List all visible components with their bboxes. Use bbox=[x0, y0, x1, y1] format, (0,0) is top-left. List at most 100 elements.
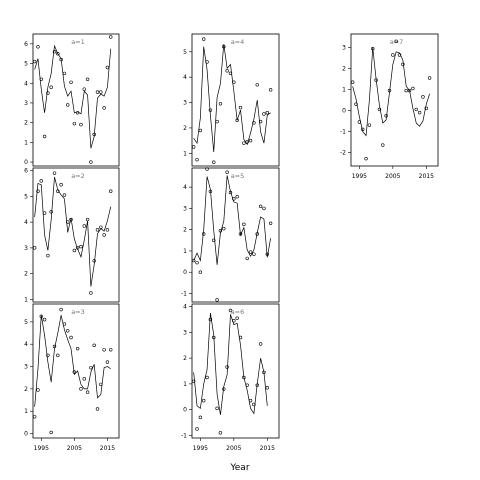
data-point bbox=[245, 383, 249, 387]
data-point bbox=[95, 407, 100, 411]
data-point bbox=[202, 398, 206, 403]
y-tick-label: 4 bbox=[24, 80, 28, 87]
y-tick-label: -1 bbox=[181, 290, 187, 297]
data-point bbox=[105, 228, 110, 232]
data-point bbox=[92, 132, 96, 137]
fit-line bbox=[352, 47, 430, 137]
data-point bbox=[62, 193, 67, 197]
data-point bbox=[361, 127, 365, 132]
data-point bbox=[72, 248, 77, 253]
data-point bbox=[228, 71, 233, 76]
fit-line bbox=[34, 44, 112, 149]
panel-label: a=7 bbox=[390, 38, 404, 46]
data-point bbox=[36, 388, 40, 392]
data-point bbox=[262, 112, 266, 116]
data-point bbox=[75, 111, 80, 115]
panel-label: a=5 bbox=[231, 172, 245, 180]
data-point bbox=[99, 382, 103, 387]
data-point bbox=[109, 35, 113, 39]
data-point bbox=[218, 102, 223, 106]
data-point bbox=[248, 250, 253, 254]
fit-line bbox=[193, 175, 271, 265]
panel-frame bbox=[191, 33, 280, 167]
data-point bbox=[205, 167, 209, 171]
data-point bbox=[394, 39, 398, 44]
data-point bbox=[42, 317, 47, 322]
fit-line bbox=[193, 44, 271, 153]
data-point bbox=[191, 145, 196, 149]
data-point bbox=[417, 110, 422, 115]
data-point bbox=[99, 225, 103, 229]
data-point bbox=[72, 121, 77, 126]
data-point bbox=[191, 258, 196, 263]
data-point bbox=[202, 232, 206, 236]
data-point bbox=[262, 206, 266, 211]
panel-label: a=4 bbox=[231, 38, 245, 46]
data-point bbox=[407, 88, 412, 93]
data-point bbox=[191, 379, 196, 384]
data-point bbox=[79, 122, 83, 127]
data-point bbox=[235, 118, 239, 123]
data-point bbox=[218, 229, 223, 233]
data-point bbox=[42, 211, 47, 215]
x-tick-label: 2005 bbox=[67, 445, 82, 452]
fit-line bbox=[34, 176, 112, 287]
data-point bbox=[95, 228, 100, 232]
data-point bbox=[245, 256, 249, 261]
data-point bbox=[208, 189, 213, 194]
data-point bbox=[36, 189, 40, 193]
x-tick-label: 2005 bbox=[226, 445, 241, 452]
data-point bbox=[52, 50, 57, 54]
data-point bbox=[391, 53, 395, 57]
y-tick-label: 3 bbox=[183, 100, 187, 107]
data-point bbox=[198, 415, 203, 420]
data-point bbox=[92, 343, 96, 348]
data-point bbox=[102, 348, 106, 352]
data-point bbox=[377, 107, 382, 112]
data-point bbox=[36, 45, 40, 49]
data-point bbox=[421, 95, 425, 99]
data-point bbox=[242, 141, 246, 145]
data-point bbox=[69, 217, 73, 222]
data-point bbox=[105, 65, 110, 70]
y-tick-label: 0 bbox=[24, 159, 28, 166]
data-point bbox=[265, 252, 269, 256]
y-tick-label: 3 bbox=[183, 205, 187, 212]
y-tick-label: 2 bbox=[183, 125, 187, 132]
data-point bbox=[228, 308, 233, 313]
panel-3: 0 1 2 3 4 5 1995 2005 2015 a=3 bbox=[24, 303, 120, 452]
panel-frame bbox=[191, 167, 280, 303]
data-point bbox=[232, 197, 236, 201]
y-tick-label: 5 bbox=[24, 193, 28, 200]
x-tick-label: 2015 bbox=[260, 445, 275, 452]
data-point bbox=[205, 60, 209, 64]
data-point bbox=[414, 107, 418, 112]
data-point bbox=[255, 83, 259, 87]
data-point bbox=[109, 189, 113, 193]
y-tick-label: 4 bbox=[24, 341, 28, 348]
data-point bbox=[255, 232, 259, 236]
data-point bbox=[252, 121, 256, 125]
data-point bbox=[59, 183, 63, 187]
data-point bbox=[46, 353, 50, 358]
data-point bbox=[39, 179, 43, 183]
y-tick-label: 2 bbox=[183, 227, 187, 234]
y-tick-label: 0 bbox=[183, 407, 187, 414]
panel-frame bbox=[191, 303, 280, 439]
data-point bbox=[222, 226, 226, 231]
data-point bbox=[397, 53, 402, 57]
y-tick-label: 0 bbox=[183, 269, 187, 276]
y-tick-label: 5 bbox=[24, 61, 28, 68]
data-point bbox=[218, 431, 223, 435]
data-point bbox=[109, 348, 113, 352]
data-point bbox=[374, 78, 378, 82]
data-point bbox=[248, 398, 253, 403]
data-point bbox=[238, 335, 243, 340]
data-point bbox=[56, 353, 60, 358]
panel-frame bbox=[32, 167, 120, 303]
data-point bbox=[75, 246, 80, 250]
data-point bbox=[95, 90, 100, 94]
data-point bbox=[198, 128, 203, 133]
y-tick-label: 2 bbox=[24, 120, 28, 127]
